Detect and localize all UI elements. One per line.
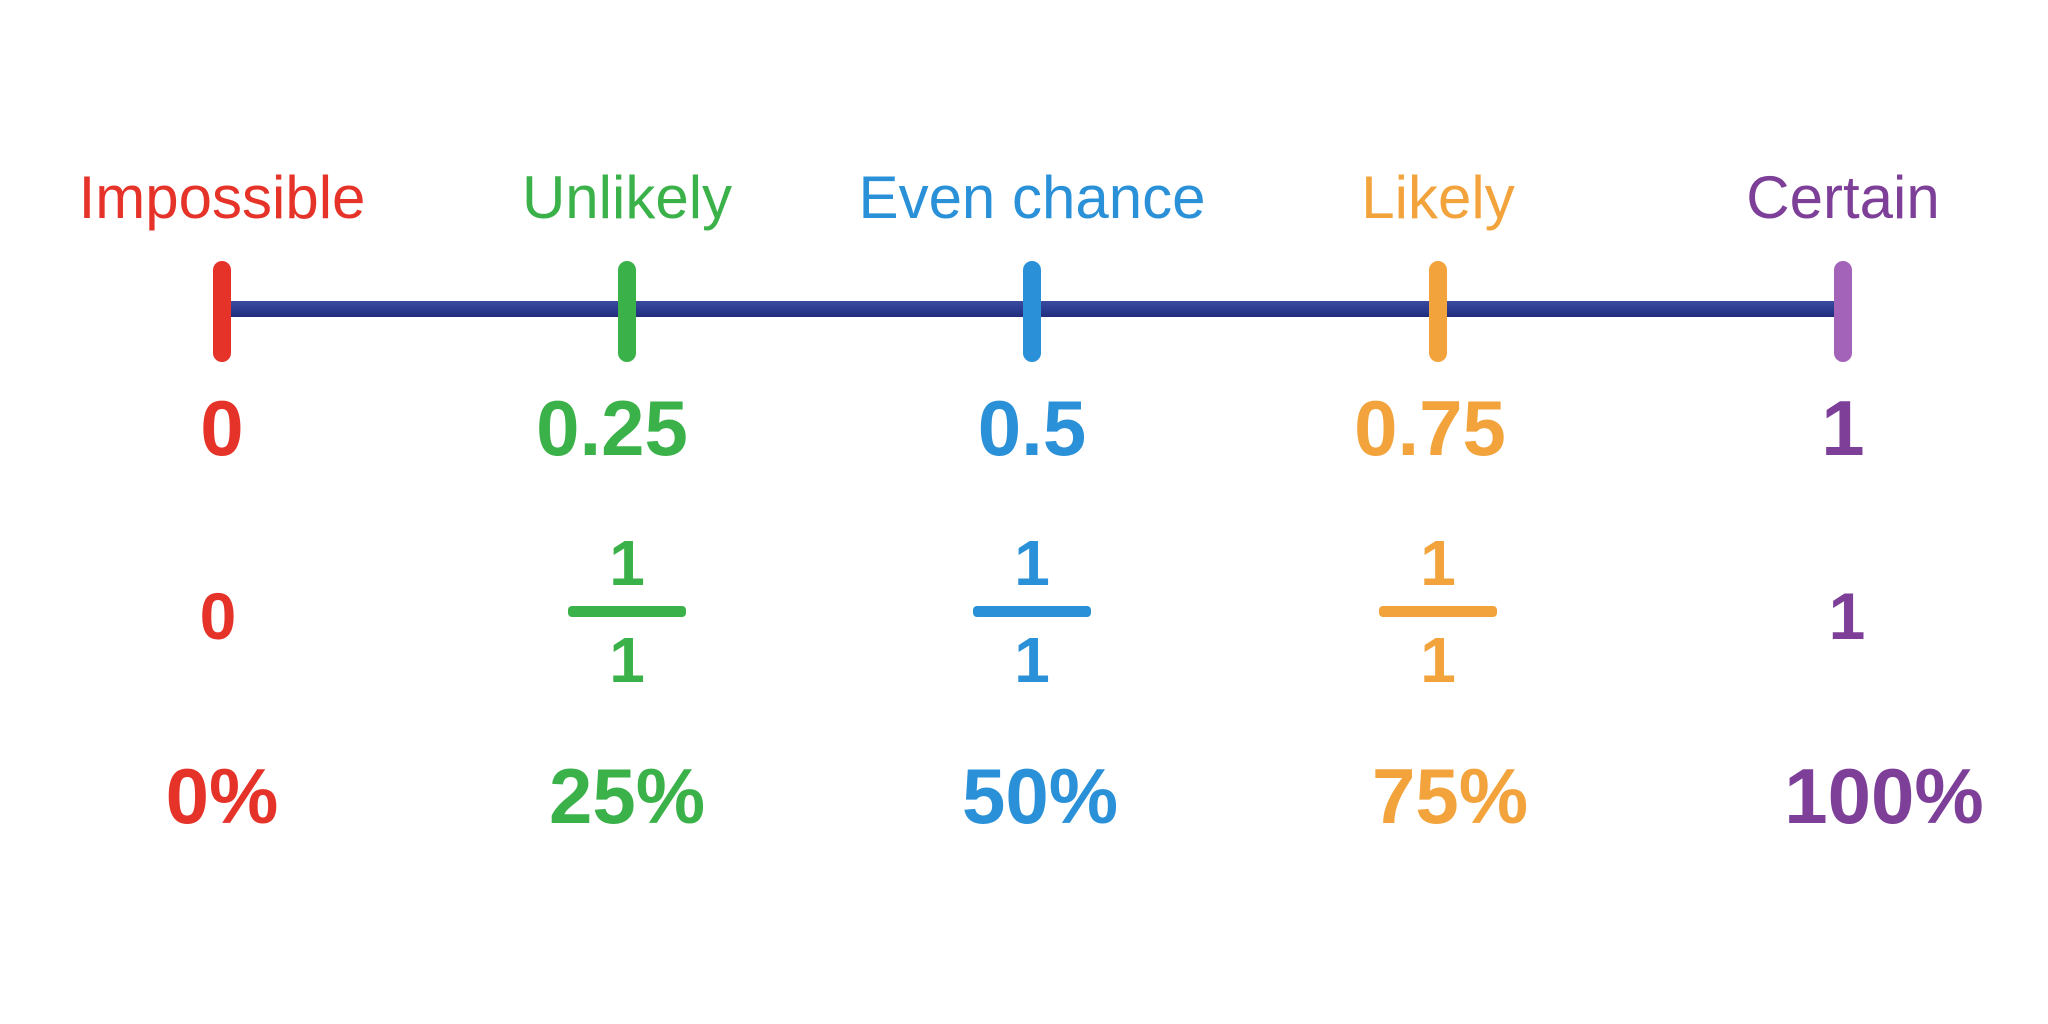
label-likely: Likely bbox=[1361, 164, 1515, 231]
tick-mark-025 bbox=[618, 261, 636, 362]
label-certain: Certain bbox=[1746, 164, 1940, 231]
label-unlikely: Unlikely bbox=[521, 164, 733, 231]
fraction-numerator: 1 bbox=[1420, 527, 1456, 599]
fraction-bar bbox=[568, 606, 686, 617]
decimal-value: 0.5 bbox=[977, 384, 1087, 472]
fraction-denominator: 1 bbox=[1420, 624, 1456, 696]
tick-mark-1 bbox=[1834, 261, 1852, 362]
decimal-value: 0.25 bbox=[536, 384, 688, 472]
percent-value: 25% bbox=[548, 752, 706, 840]
tick-mark-075 bbox=[1429, 261, 1447, 362]
percent-value: 50% bbox=[961, 752, 1119, 840]
percent-value: 0% bbox=[165, 752, 279, 840]
tick-mark-05 bbox=[1023, 261, 1041, 362]
fraction-bar bbox=[973, 606, 1091, 617]
decimal-value: 0 bbox=[200, 384, 244, 472]
fraction-value: 0 bbox=[199, 579, 237, 653]
label-even-chance: Even chance bbox=[858, 164, 1206, 231]
percent-value: 75% bbox=[1371, 752, 1529, 840]
fraction-denominator: 1 bbox=[609, 624, 645, 696]
label-impossible: Impossible bbox=[78, 164, 366, 231]
fraction-numerator: 1 bbox=[609, 527, 645, 599]
fraction-value: 1 1 bbox=[973, 530, 1091, 693]
tick-mark-0 bbox=[213, 261, 231, 362]
fraction-denominator: 1 bbox=[1014, 624, 1050, 696]
decimal-value: 0.75 bbox=[1354, 384, 1506, 472]
percent-value: 100% bbox=[1784, 752, 1984, 840]
fraction-value: 1 1 bbox=[568, 530, 686, 693]
fraction-value: 1 1 bbox=[1379, 530, 1497, 693]
fraction-value: 1 bbox=[1828, 579, 1866, 653]
fraction-bar bbox=[1379, 606, 1497, 617]
decimal-value: 1 bbox=[1821, 384, 1865, 472]
fraction-numerator: 1 bbox=[1014, 527, 1050, 599]
